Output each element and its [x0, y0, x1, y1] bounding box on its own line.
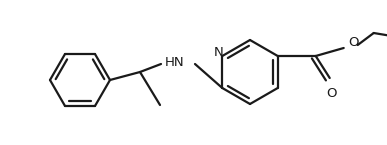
Text: HN: HN [165, 56, 185, 68]
Text: O: O [327, 87, 337, 100]
Text: O: O [348, 37, 359, 49]
Text: N: N [213, 47, 223, 59]
